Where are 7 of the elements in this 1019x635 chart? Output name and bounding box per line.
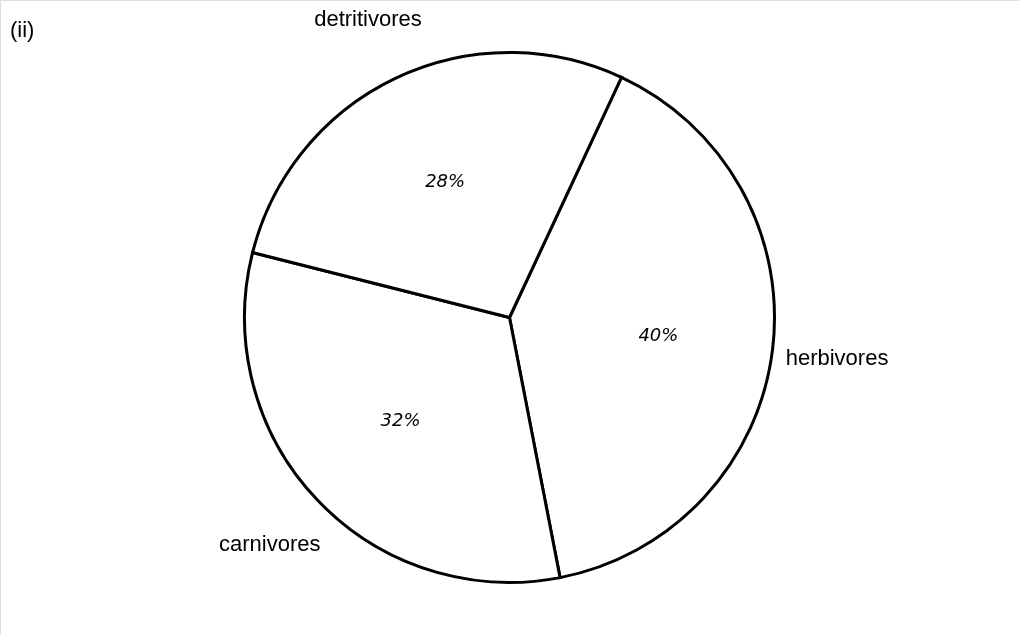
- data-label: 32%: [380, 408, 421, 430]
- text: (ii): [10, 17, 35, 42]
- data-label: 40%: [638, 323, 679, 345]
- data-label: 28%: [425, 170, 466, 191]
- slice-label: detritivores: [314, 6, 422, 32]
- slice-label: carnivores: [218, 531, 321, 557]
- slice-label: herbivores: [785, 344, 889, 370]
